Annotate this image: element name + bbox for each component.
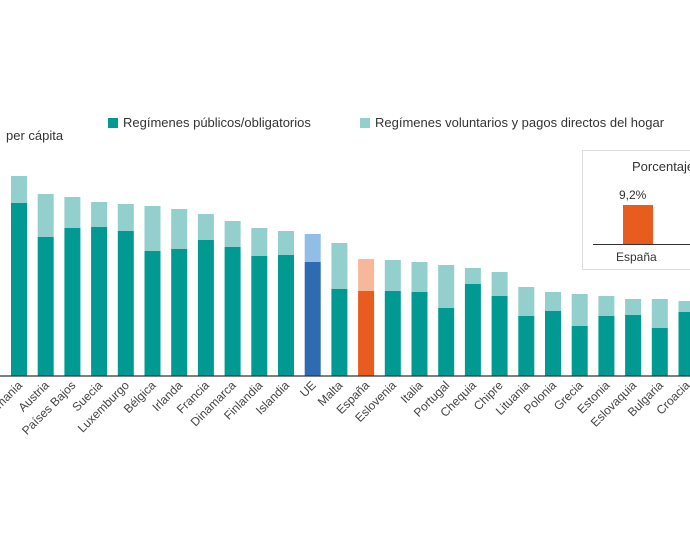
inset-bar-espana — [623, 205, 653, 244]
bar-private-0 — [11, 176, 27, 203]
bar-private-22 — [598, 296, 615, 316]
bar-private-9 — [251, 228, 268, 256]
bar-private-14 — [384, 260, 401, 291]
bar-private-18 — [491, 272, 508, 296]
bar-public-10 — [278, 255, 294, 376]
bar-private-1 — [37, 194, 54, 237]
bar-public-14 — [384, 291, 401, 376]
chart-title: per cápita — [6, 128, 64, 143]
bar-public-19 — [518, 316, 535, 376]
legend-item-private: Regímenes voluntarios y pagos directos d… — [360, 115, 664, 130]
bar-public-20 — [545, 311, 561, 376]
bar-public-5 — [144, 251, 161, 376]
x-tick-label: UE — [297, 378, 319, 400]
bar-public-24 — [651, 328, 668, 376]
inset-category-label: España — [616, 250, 657, 264]
bar-private-10 — [278, 231, 294, 255]
bar-private-25 — [678, 301, 690, 312]
inset-percentage-panel: Porcentaje 9,2% España — [582, 150, 690, 270]
bar-public-25 — [678, 312, 690, 376]
bar-public-3 — [91, 227, 108, 376]
legend-label-private: Regímenes voluntarios y pagos directos d… — [375, 115, 665, 130]
bar-public-7 — [197, 240, 214, 376]
bar-private-6 — [171, 209, 188, 249]
bar-private-19 — [518, 287, 535, 316]
bar-private-16 — [438, 265, 455, 308]
bar-public-17 — [464, 284, 481, 376]
inset-title: Porcentaje — [632, 159, 690, 174]
legend-swatch-private — [360, 117, 370, 128]
bar-public-13 — [358, 291, 375, 376]
bar-public-21 — [571, 326, 588, 376]
legend-item-public: Regímenes públicos/obligatorios — [108, 115, 311, 130]
bar-private-8 — [224, 221, 241, 247]
bar-private-4 — [117, 204, 134, 231]
bar-public-23 — [625, 315, 642, 376]
bar-public-1 — [37, 237, 54, 376]
bar-public-18 — [491, 296, 508, 376]
inset-value-label: 9,2% — [619, 188, 647, 202]
bar-public-22 — [598, 316, 615, 376]
bar-public-2 — [64, 228, 81, 376]
bar-public-11 — [304, 262, 321, 376]
legend-swatch-public — [108, 117, 118, 128]
bar-private-20 — [545, 292, 561, 311]
bar-private-12 — [331, 243, 348, 289]
bar-private-15 — [411, 262, 428, 292]
bar-public-15 — [411, 292, 428, 376]
bar-public-6 — [171, 249, 188, 376]
legend-label-public: Regímenes públicos/obligatorios — [123, 115, 311, 130]
bar-public-8 — [224, 247, 241, 376]
inset-axis-line — [593, 244, 690, 245]
bar-private-7 — [197, 214, 214, 240]
bar-public-0 — [11, 203, 27, 376]
bar-private-11 — [304, 234, 321, 262]
bar-public-16 — [438, 308, 455, 376]
bar-private-13 — [358, 259, 375, 291]
bar-private-5 — [144, 206, 161, 251]
bar-private-3 — [91, 202, 108, 227]
bar-private-17 — [464, 268, 481, 284]
bar-private-2 — [64, 197, 81, 228]
bar-private-23 — [625, 299, 642, 315]
bar-public-9 — [251, 256, 268, 376]
bar-public-12 — [331, 289, 348, 376]
bar-private-24 — [651, 299, 668, 328]
bar-public-4 — [117, 231, 134, 376]
bar-private-21 — [571, 294, 588, 326]
